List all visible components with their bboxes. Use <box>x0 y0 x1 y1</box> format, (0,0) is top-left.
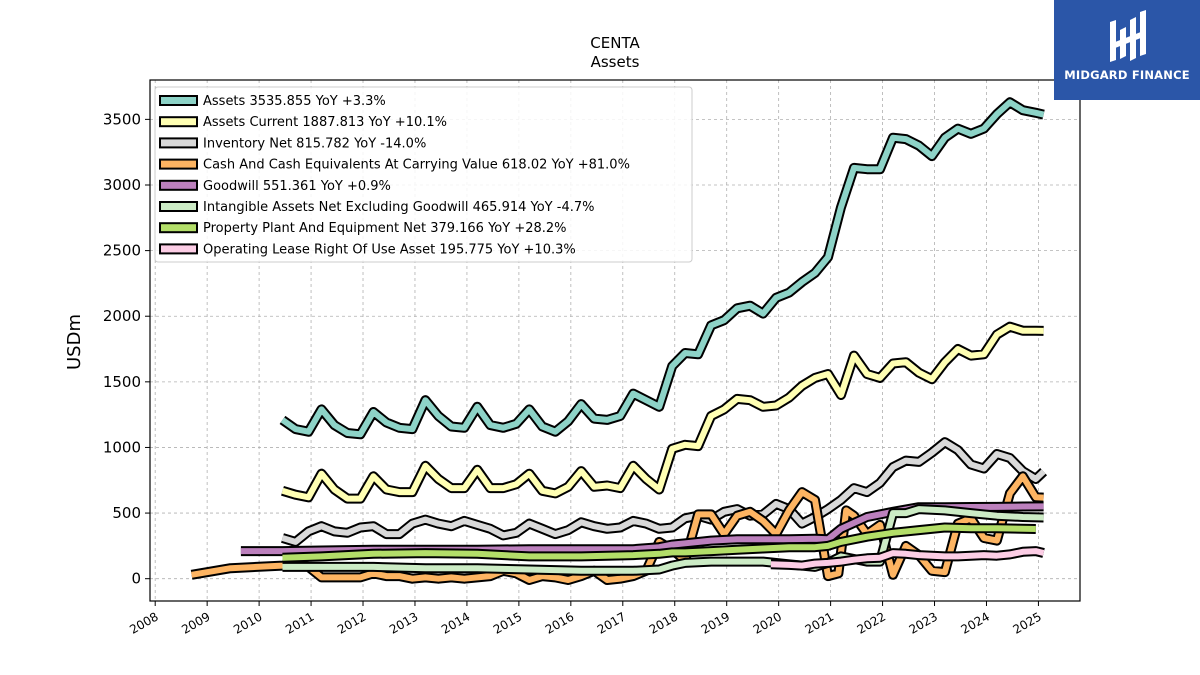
series-line-fill <box>280 99 1045 438</box>
x-tick-label: 2023 <box>907 609 940 636</box>
series-line <box>281 321 1044 504</box>
plot-area <box>190 97 1048 585</box>
y-tick-label: 0 <box>131 570 141 588</box>
series-line-fill <box>282 524 1036 561</box>
x-tick-label: 2010 <box>231 609 264 636</box>
legend-swatch <box>159 222 198 234</box>
y-tick-label: 2500 <box>103 242 141 260</box>
x-tick-label: 2020 <box>751 609 784 636</box>
x-tick-label: 2013 <box>387 609 420 636</box>
series-line-fill <box>770 548 1045 569</box>
x-tick-label: 2012 <box>335 609 368 636</box>
legend-entry: Assets Current 1887.813 YoY +10.1% <box>203 115 447 130</box>
series-line-fill <box>281 439 1046 545</box>
legend-swatch <box>159 116 198 128</box>
legend-entry: Cash And Cash Equivalents At Carrying Va… <box>203 158 630 173</box>
y-tick-label: 1500 <box>103 373 141 391</box>
legend-entry: Intangible Assets Net Excluding Goodwill… <box>203 200 594 215</box>
x-tick-label: 2016 <box>543 609 576 636</box>
x-tick-label: 2011 <box>283 609 316 636</box>
legend-box <box>154 86 693 263</box>
y-axis-label: USDm <box>64 314 85 370</box>
legend-entry: Goodwill 551.361 YoY +0.9% <box>203 179 391 194</box>
y-tick-label: 3000 <box>103 176 141 194</box>
logo-mark-icon <box>1054 0 1200 100</box>
chart-title: CENTA <box>590 34 640 52</box>
x-tick-label: 2009 <box>179 609 212 636</box>
x-tick-label: 2008 <box>127 609 160 636</box>
legend-swatch <box>159 201 198 212</box>
y-tick-label: 2000 <box>103 307 141 325</box>
x-tick-label: 2022 <box>855 609 888 636</box>
series-line <box>281 437 1048 547</box>
plot-frame <box>149 79 1081 602</box>
y-tick-label: 1000 <box>103 438 141 456</box>
x-tick-label: 2019 <box>699 609 732 636</box>
legend-entry: Operating Lease Right Of Use Asset 195.7… <box>203 242 576 257</box>
y-tick-label: 3500 <box>103 110 141 128</box>
x-tick-label: 2021 <box>803 609 836 636</box>
x-tick-label: 2015 <box>491 609 524 636</box>
x-tick-label: 2024 <box>959 609 992 636</box>
y-tick-label: 500 <box>112 504 141 522</box>
legend: Assets 3535.855 YoY +3.3% Assets Current … <box>154 86 693 263</box>
legend-swatch <box>159 243 198 255</box>
x-tick-label: 2025 <box>1010 609 1043 636</box>
legend-swatch <box>159 95 198 106</box>
legend-entry: Assets 3535.855 YoY +3.3% <box>203 94 386 109</box>
legend-entry: Inventory Net 815.782 YoY -14.0% <box>203 136 426 151</box>
legend-entry: Property Plant And Equipment Net 379.166… <box>203 221 567 236</box>
series-line <box>770 546 1045 571</box>
x-tick-label: 2014 <box>439 609 472 636</box>
legend-swatch <box>159 158 198 170</box>
legend-swatch <box>159 179 198 191</box>
x-tick-label: 2017 <box>595 609 628 636</box>
logo-text: MIDGARD FINANCE <box>1064 68 1190 82</box>
series-line-fill <box>281 323 1044 502</box>
chart-subtitle: Assets <box>591 53 640 71</box>
brand-logo: MIDGARD FINANCE <box>1054 0 1200 100</box>
x-tick-label: 2018 <box>647 609 680 636</box>
legend-swatch <box>159 137 198 149</box>
series-line <box>279 97 1045 440</box>
series-line <box>282 522 1036 563</box>
